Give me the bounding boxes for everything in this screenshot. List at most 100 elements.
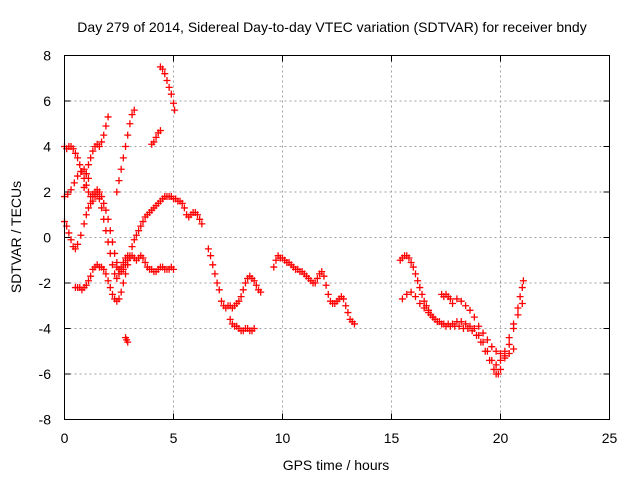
data-point (87, 272, 95, 280)
data-point (74, 240, 82, 248)
data-point (128, 111, 136, 119)
data-point (477, 338, 485, 346)
data-point (70, 179, 78, 187)
data-point (462, 320, 470, 328)
data-point (449, 299, 457, 307)
data-points (61, 63, 527, 378)
data-point (113, 274, 121, 282)
data-point (350, 320, 358, 328)
data-point (115, 295, 123, 303)
y-tick-label: -4 (39, 321, 52, 337)
plot-frame (64, 55, 610, 420)
series-arc-16 (398, 288, 526, 378)
data-point (505, 340, 513, 348)
data-point (490, 365, 498, 373)
data-point (462, 302, 470, 310)
x-axis-ticks: 0 5 10 15 20 25 (61, 55, 617, 446)
data-point (159, 65, 167, 73)
data-point (106, 227, 114, 235)
data-point (82, 170, 90, 178)
data-point (76, 161, 84, 169)
data-point (318, 268, 326, 276)
data-point (510, 345, 518, 353)
data-point (163, 77, 171, 85)
data-point (171, 106, 179, 114)
data-point (167, 90, 175, 98)
data-point (78, 168, 86, 176)
y-tick-label: 6 (43, 93, 51, 109)
data-point (457, 297, 465, 305)
data-point (475, 322, 483, 330)
data-point (407, 288, 415, 296)
data-point (237, 293, 245, 301)
data-point (252, 281, 260, 289)
data-point (207, 252, 215, 260)
data-point (272, 256, 280, 264)
data-point (104, 277, 112, 285)
data-point (71, 149, 79, 157)
data-point (215, 286, 223, 294)
grid-lines (64, 55, 610, 420)
data-point (322, 281, 330, 289)
data-point (429, 313, 437, 321)
data-point (505, 334, 513, 342)
data-point (505, 350, 513, 358)
series-arc-2 (61, 190, 123, 282)
x-tick-label: 15 (384, 430, 400, 446)
y-tick-label: 4 (43, 139, 51, 155)
series-arc-7 (113, 252, 177, 276)
data-point (98, 193, 106, 201)
data-point (119, 154, 127, 162)
data-point (433, 318, 441, 326)
data-point (416, 299, 424, 307)
data-point (89, 197, 97, 205)
data-point (209, 261, 217, 269)
data-point (113, 188, 121, 196)
y-tick-label: -6 (39, 366, 52, 382)
data-point (71, 245, 79, 253)
data-point (217, 297, 225, 305)
data-point (141, 259, 149, 267)
data-point (108, 261, 116, 269)
data-point (494, 370, 502, 378)
data-point (486, 356, 494, 364)
series-arc-6 (113, 106, 138, 196)
data-point (87, 154, 95, 162)
data-point (239, 286, 247, 294)
data-point (150, 138, 158, 146)
data-point (124, 338, 132, 346)
data-point (106, 284, 114, 292)
data-point (398, 295, 406, 303)
data-point (67, 236, 75, 244)
data-point (77, 231, 85, 239)
data-point (156, 127, 164, 135)
data-point (65, 229, 73, 237)
data-point (102, 122, 110, 130)
data-point (479, 329, 487, 337)
data-point (250, 277, 258, 285)
data-point (124, 131, 132, 139)
data-point (235, 297, 243, 305)
data-point (128, 243, 136, 251)
data-point (320, 272, 328, 280)
data-point (98, 138, 106, 146)
series-arc-14 (270, 252, 358, 328)
data-point (115, 177, 123, 185)
series-arc-3 (61, 143, 132, 273)
data-point (130, 106, 138, 114)
data-point (84, 204, 92, 212)
data-point (250, 325, 258, 332)
data-point (102, 270, 110, 278)
data-point (84, 188, 92, 196)
data-point (311, 279, 319, 287)
data-point (139, 254, 147, 262)
data-point (178, 199, 186, 207)
data-point (409, 263, 417, 271)
data-point (241, 279, 249, 287)
data-point (74, 172, 82, 180)
data-point (119, 265, 127, 273)
data-point (453, 295, 461, 303)
data-point (492, 361, 500, 369)
data-point (466, 306, 474, 314)
